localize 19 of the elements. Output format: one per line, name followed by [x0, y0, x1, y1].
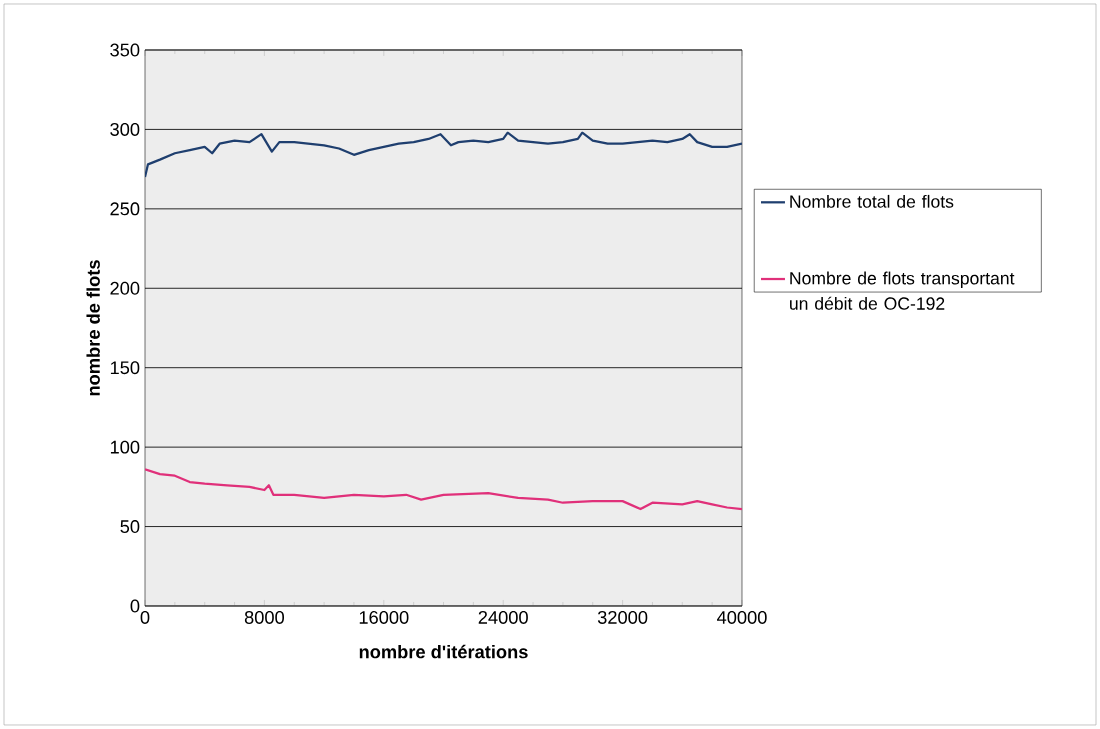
- x-tick-label: 0: [140, 610, 150, 624]
- y-axis-title: nombre de flots: [86, 260, 100, 396]
- y-tick-label: 250: [110, 202, 140, 216]
- line-series: [145, 468, 742, 511]
- y-tick-label: 350: [110, 43, 140, 57]
- y-tick-label: 100: [110, 440, 140, 454]
- x-axis-title: nombre d'itérations: [359, 644, 528, 659]
- y-tick-label: 200: [110, 281, 140, 295]
- x-tick-label: 32000: [597, 610, 648, 624]
- y-tick-label: 150: [110, 361, 140, 375]
- x-tick-label: 8000: [244, 610, 285, 624]
- x-tick-label: 24000: [478, 610, 528, 624]
- legend-label: Nombre de flots transportant un débit de OC-192: [790, 271, 1015, 310]
- y-tick-label: 0: [130, 599, 140, 613]
- y-tick-label: 300: [110, 122, 140, 136]
- y-tick-label: 50: [120, 520, 140, 534]
- x-tick-label: 40000: [717, 610, 767, 624]
- legend-label: Nombre total de flots: [790, 194, 954, 208]
- x-tick-label: 16000: [359, 610, 409, 624]
